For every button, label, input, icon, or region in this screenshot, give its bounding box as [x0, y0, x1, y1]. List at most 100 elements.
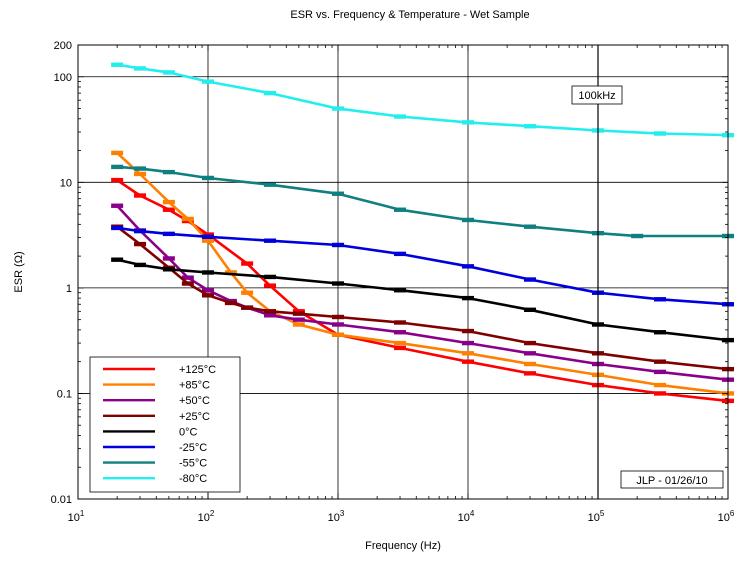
series-point — [134, 228, 147, 234]
series-point — [241, 290, 254, 295]
series-point — [332, 106, 344, 111]
marker-layer: 100kHz JLP - 01/26/10 — [571, 45, 724, 499]
series-point — [264, 90, 277, 96]
series-point — [111, 150, 124, 156]
series-point — [462, 359, 474, 364]
series-point — [332, 191, 344, 196]
x-tick-exponent: 6 — [730, 509, 735, 518]
series-point — [292, 311, 305, 316]
series-point — [394, 345, 407, 351]
series-point — [162, 169, 175, 175]
series-point — [524, 340, 537, 346]
series-point — [162, 70, 175, 75]
series-point — [111, 225, 124, 231]
series-point — [162, 199, 175, 205]
legend-label: +85°C — [179, 380, 210, 392]
series-point — [202, 288, 214, 293]
series-point — [264, 274, 277, 280]
series-point — [224, 270, 237, 275]
series-point — [394, 330, 407, 335]
series-point — [394, 340, 407, 346]
series-point — [654, 131, 667, 136]
x-tick-label: 102 — [198, 509, 215, 524]
series-point — [264, 309, 277, 314]
series-point — [134, 241, 147, 247]
series-point — [162, 207, 175, 212]
series-point — [462, 340, 474, 346]
x-tick-label: 103 — [328, 509, 345, 524]
series-point — [654, 391, 667, 396]
series-point — [332, 281, 344, 286]
series-point — [524, 361, 537, 367]
series-line-3 — [115, 224, 730, 371]
series-point — [631, 233, 644, 239]
x-tick-exponent: 5 — [600, 509, 605, 518]
series-point — [524, 277, 537, 282]
x-tick-label: 101 — [68, 509, 85, 524]
x-tick-label: 106 — [718, 509, 735, 524]
series-point — [332, 314, 344, 320]
series-point — [524, 371, 537, 376]
series-point — [462, 120, 474, 125]
marker-label-box — [571, 85, 623, 105]
series-point — [162, 231, 175, 237]
x-tick-label: 104 — [458, 509, 475, 524]
series-point — [202, 232, 214, 237]
series-point — [462, 217, 474, 223]
series-point — [264, 283, 277, 288]
y-tick-label: 0.01 — [51, 494, 72, 506]
signature-label: JLP - 01/26/10 — [636, 475, 707, 487]
signature-box — [620, 470, 724, 489]
x-tick-exponent: 1 — [80, 509, 85, 518]
y-tick-label: 200 — [54, 40, 72, 52]
legend-label: +25°C — [179, 411, 210, 423]
series-point — [162, 267, 175, 272]
series-point — [394, 320, 407, 325]
series-point — [134, 262, 147, 268]
series-point — [111, 257, 124, 262]
y-tick-label: 100 — [54, 72, 72, 84]
x-tick-base: 10 — [68, 512, 80, 524]
series-point — [654, 369, 667, 375]
series-point — [111, 164, 124, 170]
x-tick-base: 10 — [198, 512, 210, 524]
series-point — [134, 193, 147, 198]
series-point — [332, 332, 344, 337]
legend-label: 0°C — [179, 426, 198, 438]
series-point — [202, 79, 214, 84]
legend-label: +125°C — [179, 364, 216, 376]
series-point — [332, 242, 344, 248]
series-line-7 — [115, 63, 730, 137]
chart-title: ESR vs. Frequency & Temperature - Wet Sa… — [290, 9, 529, 21]
series-point — [181, 275, 194, 280]
series-point — [654, 382, 667, 388]
y-tick-label: 10 — [60, 177, 72, 189]
series-point — [292, 317, 305, 322]
series-point — [292, 322, 305, 327]
series-point — [134, 166, 147, 171]
legend-box — [89, 356, 241, 493]
x-tick-exponent: 3 — [340, 509, 345, 518]
series-point — [241, 261, 254, 266]
series-point — [134, 171, 147, 177]
series-point — [462, 328, 474, 334]
x-axis-label: Frequency (Hz) — [365, 540, 441, 552]
x-tick-exponent: 2 — [210, 509, 215, 518]
series-line-2 — [115, 203, 730, 382]
series-point — [524, 124, 537, 129]
series-point — [241, 305, 254, 310]
series-point — [524, 224, 537, 229]
series-point — [524, 351, 537, 356]
series-point — [654, 297, 667, 302]
legend-label: +50°C — [179, 395, 210, 407]
y-axis-label: ESR (Ω) — [13, 251, 25, 292]
series-point — [332, 322, 344, 327]
y-tick-label: 1 — [66, 283, 72, 295]
series-point — [462, 264, 474, 269]
plot-frame — [77, 44, 729, 500]
x-tick-base: 10 — [588, 512, 600, 524]
series-point — [111, 177, 124, 183]
series-point — [264, 182, 277, 187]
